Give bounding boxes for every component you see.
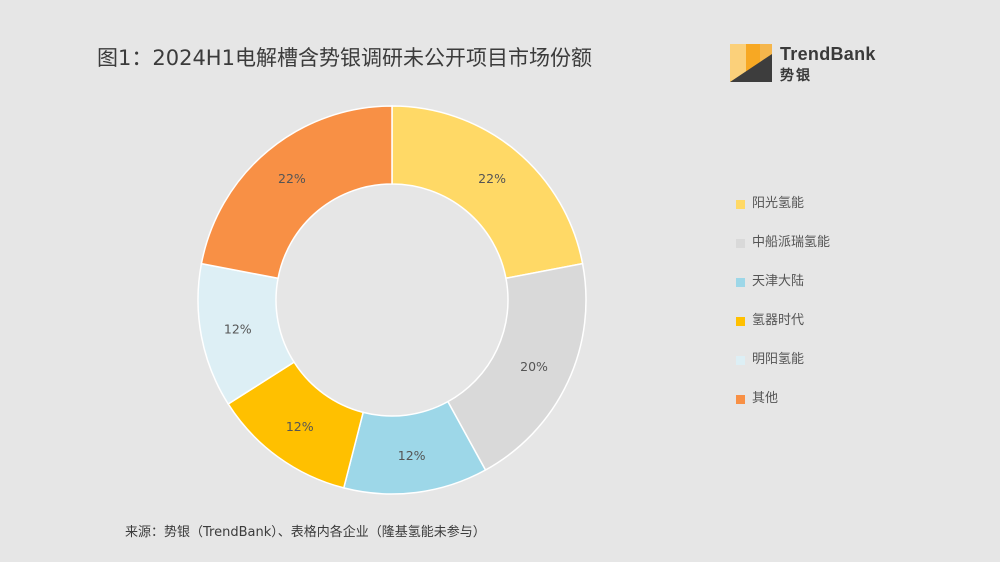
legend-label: 氢器时代 — [752, 313, 805, 328]
legend-item: 阳光氢能 — [736, 195, 830, 234]
legend-swatch — [736, 356, 745, 365]
legend-item: 中船派瑞氢能 — [736, 234, 830, 273]
legend-label: 明阳氢能 — [752, 352, 805, 367]
slice-value-label: 12% — [398, 448, 426, 463]
slice-value-label: 22% — [278, 171, 306, 186]
trendbank-logo: TrendBank 势银 — [730, 42, 900, 86]
legend-item: 氢器时代 — [736, 312, 830, 351]
slice-value-label: 20% — [520, 359, 548, 374]
source-note: 来源：势银（TrendBank）、表格内各企业（隆基氢能未参与） — [125, 525, 486, 540]
legend-label: 阳光氢能 — [752, 196, 805, 211]
legend-label: 其他 — [752, 391, 779, 406]
page-title: 图1：2024H1电解槽含势银调研未公开项目市场份额 — [97, 46, 592, 70]
legend-label: 中船派瑞氢能 — [752, 235, 831, 250]
donut-slice — [200, 105, 393, 280]
legend-swatch — [736, 278, 745, 287]
chart-legend: 阳光氢能中船派瑞氢能 天津大陆氢器时代明阳氢能其他 — [736, 195, 830, 429]
donut-slice — [446, 262, 587, 472]
legend-swatch — [736, 239, 745, 248]
slice-value-label: 12% — [224, 321, 252, 336]
legend-item: 天津大陆 — [736, 273, 830, 312]
legend-label: 天津大陆 — [752, 274, 805, 289]
legend-swatch — [736, 200, 745, 209]
legend-item: 其他 — [736, 390, 830, 429]
logo-wordmark: TrendBank — [780, 44, 876, 64]
slice-value-label: 12% — [286, 419, 314, 434]
donut-slice — [391, 105, 584, 280]
logo-mark-icon — [730, 44, 772, 82]
legend-item: 明阳氢能 — [736, 351, 830, 390]
legend-swatch — [736, 317, 745, 326]
slice-value-label: 22% — [478, 171, 506, 186]
legend-swatch — [736, 395, 745, 404]
logo-chinese-name: 势银 — [780, 68, 812, 84]
